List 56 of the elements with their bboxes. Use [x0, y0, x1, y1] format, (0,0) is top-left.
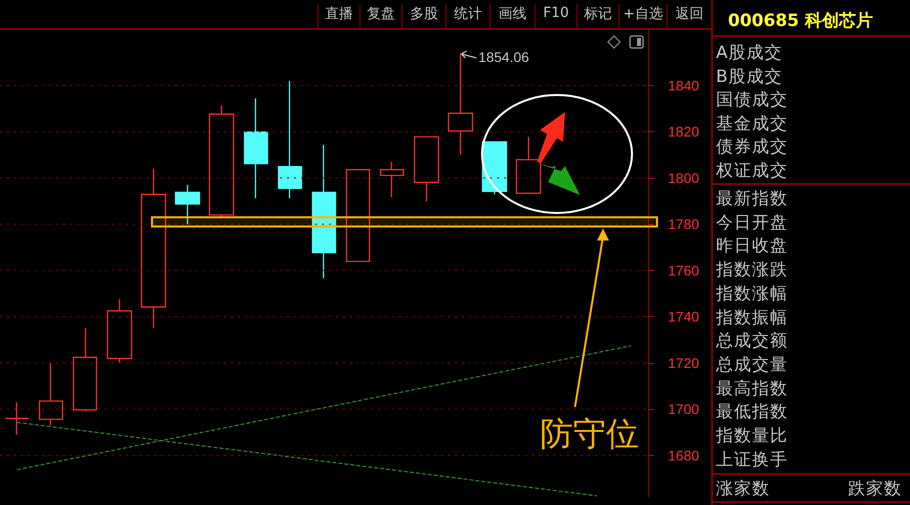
y-tick-label: 1720 [668, 354, 700, 371]
text: 指数涨幅 [716, 282, 788, 305]
text: 最低指数 [716, 401, 788, 424]
candlestick [38, 362, 64, 426]
text: 多股 [409, 5, 439, 23]
candlestick [380, 161, 404, 198]
y-tick-label: 1800 [668, 170, 700, 186]
text: 返回 [674, 5, 704, 23]
annotation: 1854.06 [478, 48, 530, 65]
candlestick [312, 144, 336, 279]
candlestick [244, 98, 268, 199]
text: 复盘 [366, 5, 396, 23]
text: B股成交 [716, 66, 783, 88]
text: 最高指数 [716, 378, 788, 400]
candlestick [140, 168, 166, 329]
candlestick [4, 402, 30, 436]
text: +自选 [622, 5, 664, 23]
y-tick-label: 1760 [668, 262, 700, 278]
candlestick [414, 136, 440, 202]
text: 跌家数 [848, 478, 902, 500]
text: 债券成交 [716, 136, 788, 158]
candlestick [278, 80, 302, 199]
text: 统计 [453, 5, 483, 23]
text: F10 [542, 5, 570, 21]
text: 涨家数 [716, 478, 770, 500]
text: 总成交量 [716, 354, 788, 376]
candlestick [346, 169, 370, 262]
candlestick [174, 184, 200, 225]
text: 国债成交 [716, 89, 788, 111]
y-tick-label: 1840 [668, 77, 700, 94]
text: 权证成交 [716, 160, 788, 182]
text: 标记 [583, 5, 613, 23]
y-tick-label: 1780 [668, 216, 700, 232]
y-tick-label: 1680 [668, 447, 700, 464]
candlestick [516, 136, 542, 194]
text: 总成交额 [716, 330, 788, 352]
text: 直播 [324, 5, 354, 23]
text: 画线 [498, 5, 528, 23]
text: 基金成交 [716, 112, 788, 134]
band-label: 防守位 [540, 414, 639, 454]
y-tick-label: 1820 [668, 124, 700, 140]
text: 今日开盘 [716, 212, 788, 234]
y-tick-label: 1700 [668, 401, 700, 418]
candlestick [72, 328, 98, 412]
text: 指数振幅 [716, 306, 788, 328]
text: 指数涨跌 [716, 259, 788, 282]
candlestick [208, 104, 234, 219]
text: 上证换手 [716, 448, 788, 471]
text: 最新指数 [716, 188, 788, 210]
text: 000685 科创芯片 [728, 10, 873, 32]
y-tick-label: 1740 [668, 308, 700, 325]
text: 指数量比 [716, 425, 788, 447]
candlestick [106, 298, 132, 364]
text: A股成交 [716, 42, 783, 64]
candlestick [482, 141, 508, 195]
text: 昨日收盘 [716, 235, 788, 258]
